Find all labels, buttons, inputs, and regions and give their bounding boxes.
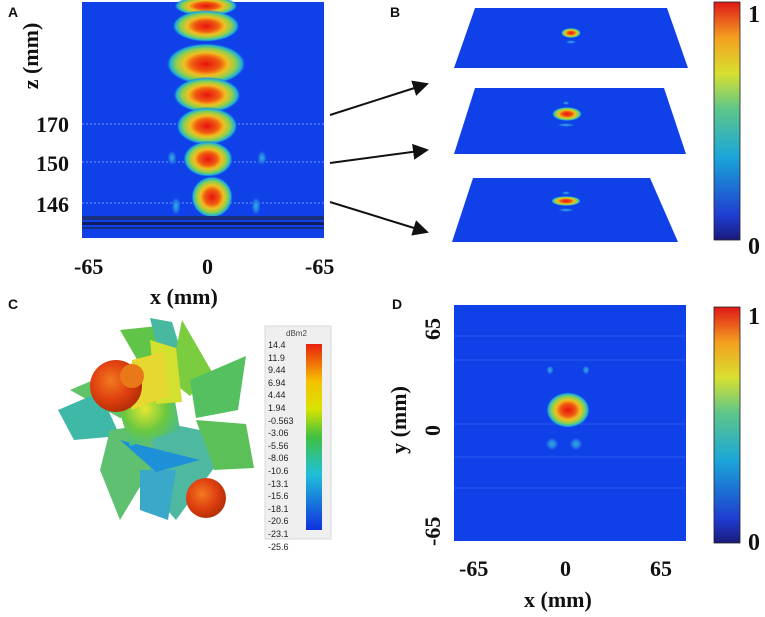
panel-c-radar-pattern (58, 318, 332, 540)
legend-value: -20.6 (268, 516, 289, 527)
panel-a-z-axis-label: z (mm) (18, 22, 43, 90)
panel-a-x-tick-left: -65 (74, 254, 104, 279)
panel-d-y-tick-0: 0 (420, 425, 445, 436)
legend-value: 6.94 (268, 377, 286, 388)
panel-b-colorbar-min: 0 (748, 234, 760, 260)
legend-value: 11.9 (268, 352, 285, 363)
arrows-a-to-b (329, 80, 429, 236)
legend-value: 9.44 (268, 365, 286, 376)
panel-a-x-tick-right: -65 (305, 254, 335, 279)
panel-d-y-tick-65: 65 (420, 318, 445, 340)
panel-b-colorbar-max: 1 (748, 2, 760, 28)
panel-a-x-axis-label: x (mm) (150, 284, 218, 309)
panel-letter-a: A (8, 4, 19, 20)
panel-a-z-tick-146: 146 (36, 192, 69, 217)
panel-a-heatmap (82, 0, 324, 238)
legend-value: -5.56 (268, 440, 289, 451)
colorbar-d (713, 306, 741, 544)
legend-value: -10.6 (268, 465, 289, 476)
panel-d-y-axis-label: y (mm) (386, 386, 411, 454)
panel-letter-c: C (8, 296, 19, 312)
legend-value: 4.44 (268, 390, 286, 401)
legend-value: -23.1 (268, 528, 289, 539)
legend-value: -18.1 (268, 503, 289, 514)
legend-colorbar-c (306, 344, 322, 530)
panel-d-x-tick-center: 0 (560, 556, 571, 581)
legend-value: -8.06 (268, 453, 289, 464)
panel-d-x-tick-left: -65 (459, 556, 489, 581)
legend-value: -13.1 (268, 478, 289, 489)
panel-c-legend-labels: 14.4 11.9 9.44 6.94 4.44 1.94 -0.563 -3.06 -5.56… (268, 339, 306, 553)
panel-d-x-axis-label: x (mm) (524, 587, 592, 612)
slice-middle (454, 88, 686, 154)
panel-a-x-tick-center: 0 (202, 254, 213, 279)
panel-letter-b: B (390, 4, 401, 20)
slice-top (454, 8, 688, 68)
legend-value: -25.6 (268, 541, 289, 552)
panel-a-z-tick-150: 150 (36, 151, 69, 176)
panel-d-colorbar-min: 0 (748, 530, 760, 556)
legend-value: -3.06 (268, 428, 289, 439)
panel-letter-d: D (392, 296, 403, 312)
panel-b-slices (452, 1, 741, 242)
panel-d-y-tick-neg65: -65 (420, 516, 445, 546)
colorbar-b (713, 1, 741, 241)
legend-value: -15.6 (268, 491, 289, 502)
legend-value: 14.4 (268, 340, 286, 350)
panel-c-legend-unit: dBm2 (286, 329, 307, 338)
legend-value: -0.563 (268, 415, 294, 426)
panel-d-heatmap (454, 305, 741, 544)
panel-a-z-tick-170: 170 (36, 112, 69, 137)
legend-value: 1.94 (268, 402, 286, 413)
slice-bottom (452, 178, 678, 242)
panel-d-x-tick-right: 65 (650, 556, 672, 581)
panel-d-colorbar-max: 1 (748, 304, 760, 330)
